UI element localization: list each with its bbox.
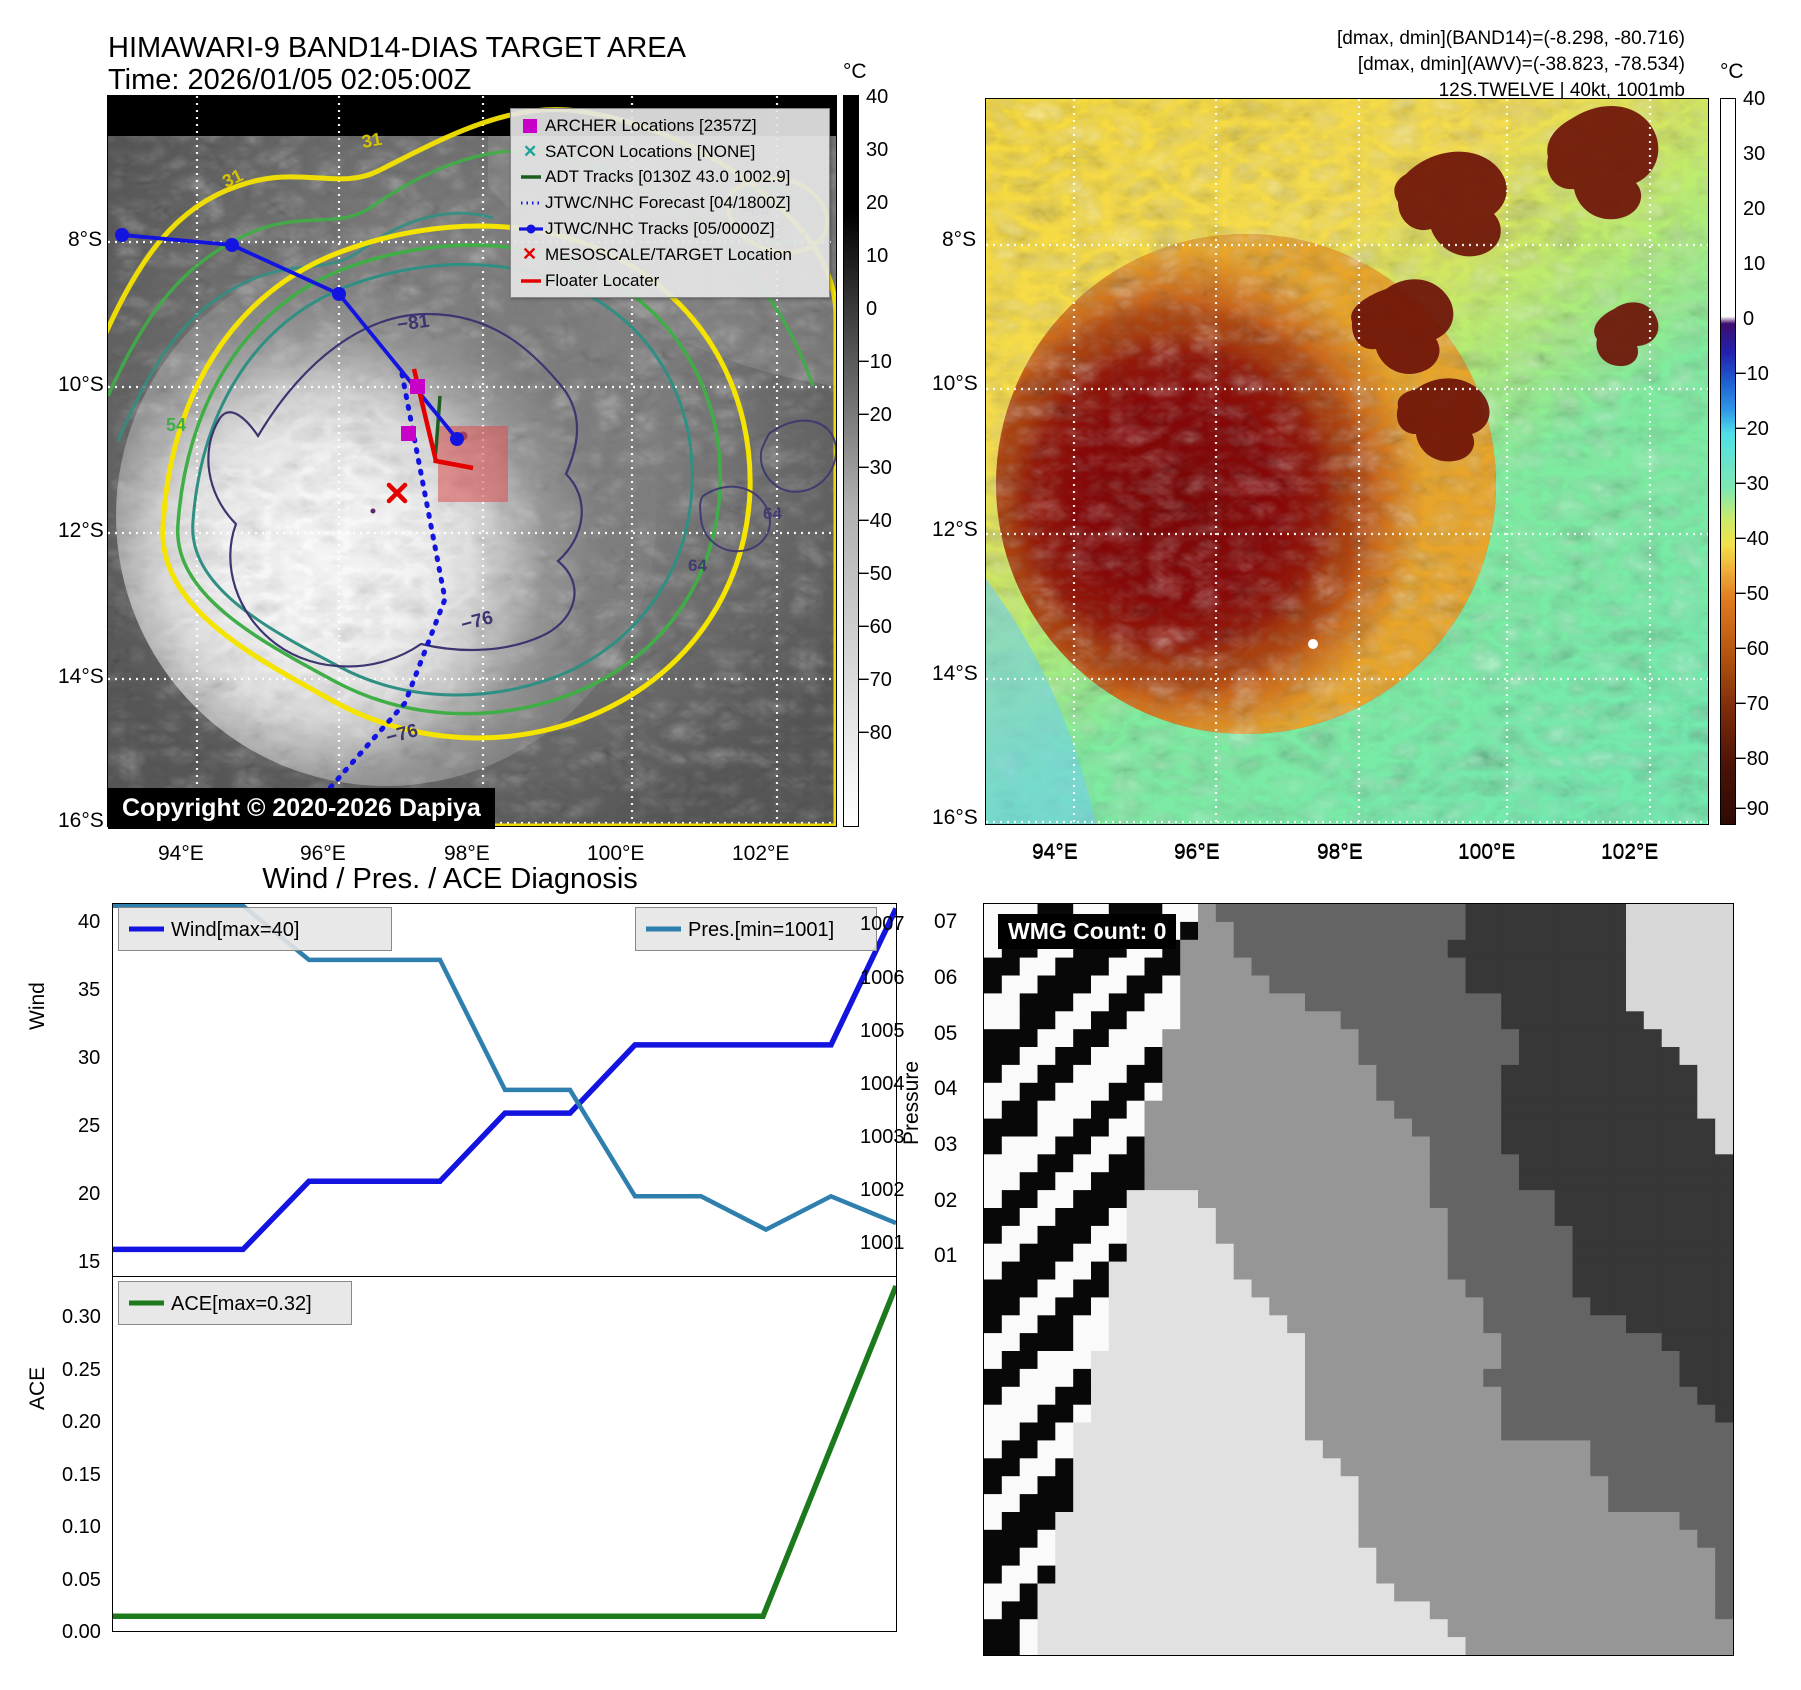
svg-text:ADT Tracks [0130Z 43.0 1002.9]: ADT Tracks [0130Z 43.0 1002.9]	[545, 167, 790, 186]
svg-text:✕: ✕	[522, 244, 537, 264]
svg-text:Floater Locater: Floater Locater	[545, 271, 660, 290]
svg-text:54: 54	[166, 415, 186, 435]
svg-text:31: 31	[360, 129, 383, 152]
svg-text:ARCHER Locations [2357Z]: ARCHER Locations [2357Z]	[545, 116, 757, 135]
svg-text:JTWC/NHC Forecast [04/1800Z]: JTWC/NHC Forecast [04/1800Z]	[545, 193, 791, 212]
svg-text:SATCON Locations [NONE]: SATCON Locations [NONE]	[545, 142, 755, 161]
svg-text:JTWC/NHC Tracks [05/0000Z]: JTWC/NHC Tracks [05/0000Z]	[545, 219, 775, 238]
svg-text:Wind[max=40]: Wind[max=40]	[171, 919, 299, 941]
svg-text:64: 64	[688, 556, 707, 575]
svg-text:MESOSCALE/TARGET Location: MESOSCALE/TARGET Location	[545, 245, 792, 264]
svg-text:ACE[max=0.32]: ACE[max=0.32]	[171, 1293, 312, 1315]
svg-text:Pres.[min=1001]: Pres.[min=1001]	[688, 919, 834, 941]
svg-text:✕: ✕	[523, 142, 537, 161]
svg-text:64: 64	[763, 504, 782, 523]
